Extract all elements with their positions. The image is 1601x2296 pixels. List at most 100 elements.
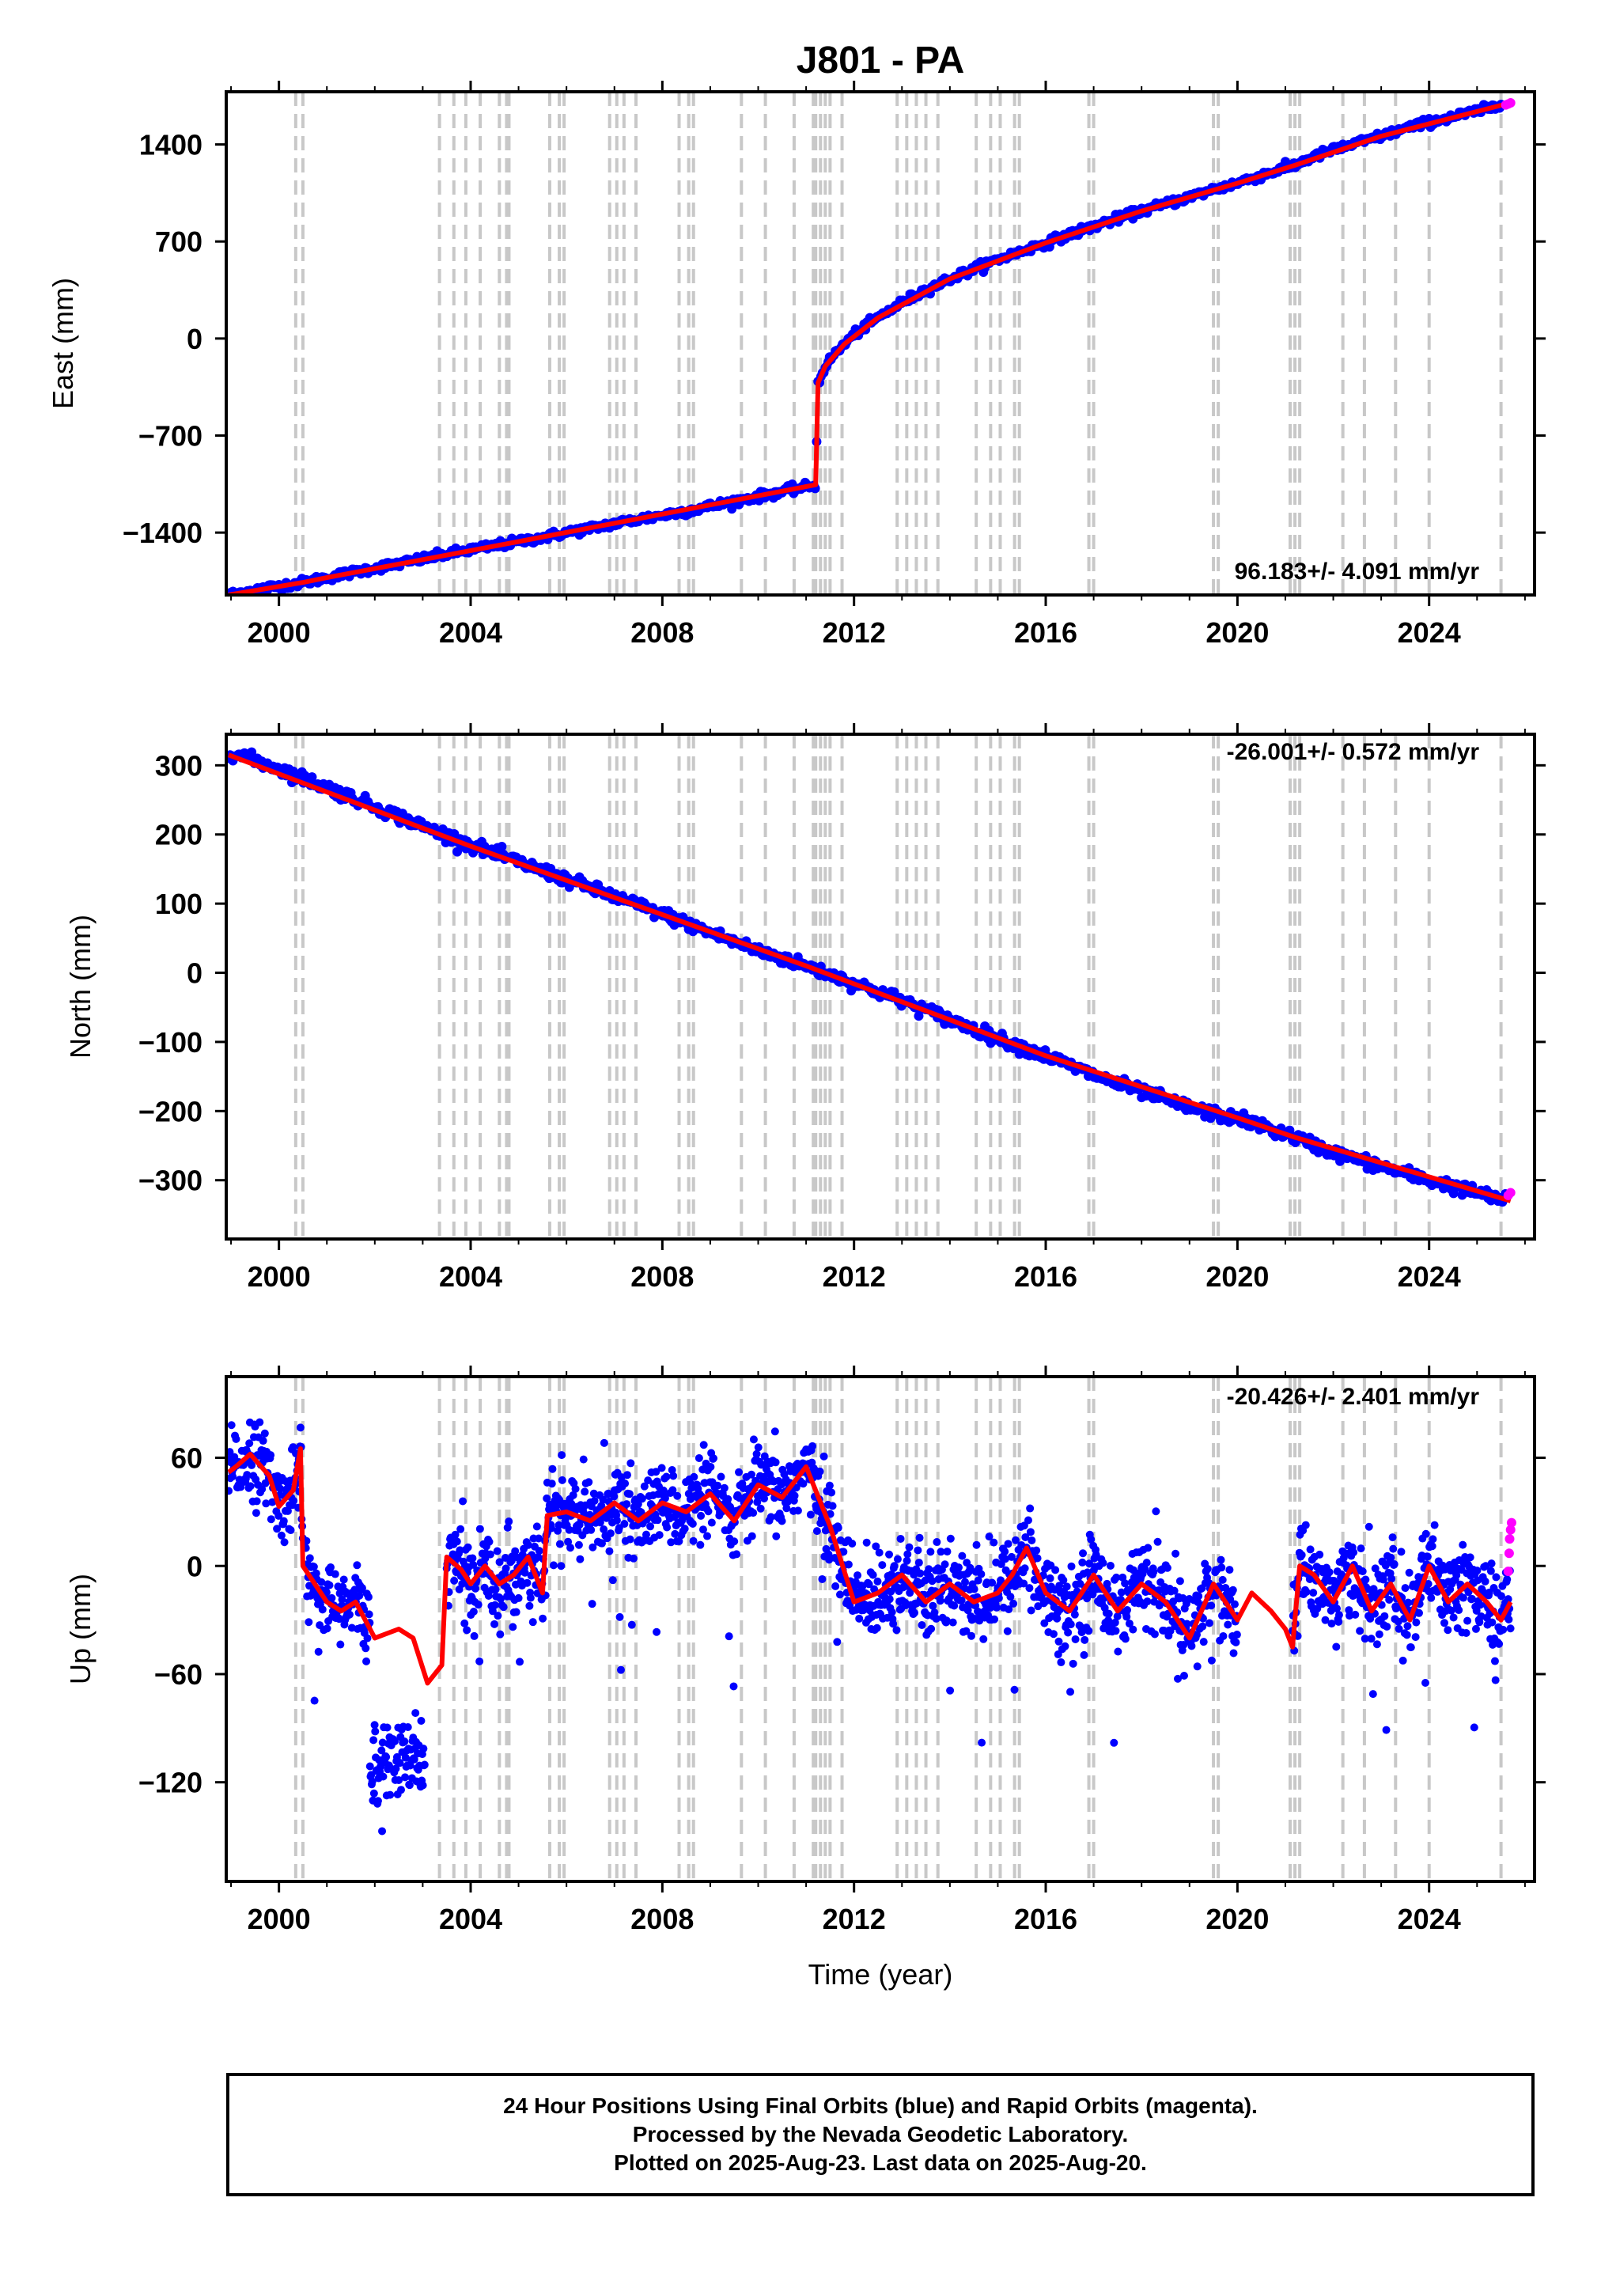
final-point [368, 1777, 377, 1786]
final-point [626, 1535, 634, 1544]
final-point [1149, 1567, 1158, 1576]
plot-area [226, 98, 1516, 595]
final-point [885, 1595, 894, 1604]
final-point [1078, 1558, 1087, 1567]
final-point [1114, 1647, 1122, 1656]
final-point [653, 1627, 661, 1636]
final-point [770, 1427, 779, 1436]
final-point [1351, 1610, 1360, 1619]
final-point [833, 1638, 842, 1646]
x-axis-label: Time (year) [808, 1958, 953, 1991]
final-point [371, 1727, 380, 1736]
final-point [853, 1571, 862, 1580]
final-point [338, 1595, 346, 1604]
final-point [1430, 1521, 1439, 1529]
final-point [819, 1452, 828, 1461]
final-point [532, 1522, 541, 1531]
rapid-orbit-points [1503, 1517, 1516, 1577]
final-point [526, 1593, 535, 1602]
final-point [1143, 1597, 1152, 1606]
final-point [606, 1529, 615, 1538]
final-point [1173, 1674, 1182, 1683]
final-point [377, 1746, 386, 1755]
final-point [994, 1593, 1003, 1602]
final-point [1406, 1643, 1415, 1652]
final-point [1057, 1658, 1065, 1667]
final-point [1414, 1608, 1423, 1617]
final-point [1224, 1620, 1232, 1629]
final-point [696, 1540, 705, 1549]
final-point [1401, 1584, 1410, 1593]
final-point [1026, 1504, 1035, 1513]
final-point [1121, 1635, 1130, 1643]
final-point [365, 1762, 374, 1771]
final-point [571, 1484, 580, 1493]
final-point [283, 1506, 292, 1515]
final-point [1111, 1627, 1120, 1635]
final-point [1499, 1625, 1508, 1634]
final-point [419, 1745, 428, 1753]
final-point [1010, 1685, 1019, 1694]
final-point [1364, 1585, 1372, 1593]
final-point [1106, 1561, 1115, 1570]
final-point [839, 1548, 848, 1556]
final-point [903, 1556, 911, 1565]
rapid-point [1505, 98, 1516, 108]
final-point [1383, 1622, 1391, 1631]
x-tick-label: 2008 [630, 1260, 694, 1293]
final-point [514, 1593, 523, 1602]
final-point [903, 1550, 912, 1559]
y-tick-label: 1400 [139, 129, 202, 161]
final-point [1150, 1630, 1159, 1639]
final-point [710, 1454, 718, 1463]
x-tick-label: 2016 [1014, 1903, 1077, 1935]
y-tick-label: −100 [138, 1026, 202, 1059]
final-point [1066, 1688, 1075, 1696]
final-point [918, 1620, 926, 1629]
final-point [456, 1525, 465, 1533]
final-point [905, 1543, 914, 1552]
final-point [1080, 1650, 1088, 1659]
final-point [872, 1542, 880, 1551]
final-point [1297, 1551, 1306, 1559]
final-point [1198, 1622, 1207, 1631]
y-tick-label: 60 [171, 1442, 202, 1475]
final-point [1334, 1617, 1343, 1626]
final-point [1399, 1656, 1407, 1665]
final-point [555, 1540, 564, 1548]
final-point [680, 1525, 689, 1533]
velocity-label: 96.183+/- 4.091 mm/yr [1235, 559, 1480, 585]
final-point [827, 1488, 836, 1497]
final-point [1229, 1649, 1238, 1658]
final-orbit-points [226, 1418, 1515, 1836]
final-point [653, 1516, 662, 1525]
final-point [547, 1524, 556, 1533]
final-point [1207, 1601, 1216, 1610]
model-line [228, 100, 1512, 595]
final-point [698, 1525, 707, 1534]
final-point [873, 1577, 882, 1586]
final-point [1125, 1620, 1134, 1628]
north-panel: 2000 2004 2008 2012 2016 2020 2024 300 200 100 0 −1… [64, 723, 1546, 1293]
final-point [690, 1472, 698, 1481]
final-point [1390, 1560, 1399, 1569]
final-point [771, 1458, 780, 1467]
final-point [655, 1531, 664, 1540]
final-point [825, 1481, 834, 1490]
final-point [812, 1527, 821, 1536]
final-point [640, 1482, 649, 1491]
final-point [327, 1593, 336, 1602]
rapid-point [1503, 1567, 1513, 1577]
y-tick-label: 100 [155, 888, 202, 920]
final-point [777, 1480, 785, 1489]
final-point [497, 1594, 505, 1603]
final-point [828, 1502, 837, 1510]
final-point [948, 1618, 957, 1627]
final-point [1455, 1606, 1463, 1615]
final-point [1364, 1522, 1373, 1531]
final-point [1085, 1559, 1094, 1568]
final-point [1217, 1563, 1226, 1572]
final-point [370, 1721, 379, 1730]
x-tick-label: 2012 [823, 616, 886, 649]
final-point [818, 1574, 827, 1583]
